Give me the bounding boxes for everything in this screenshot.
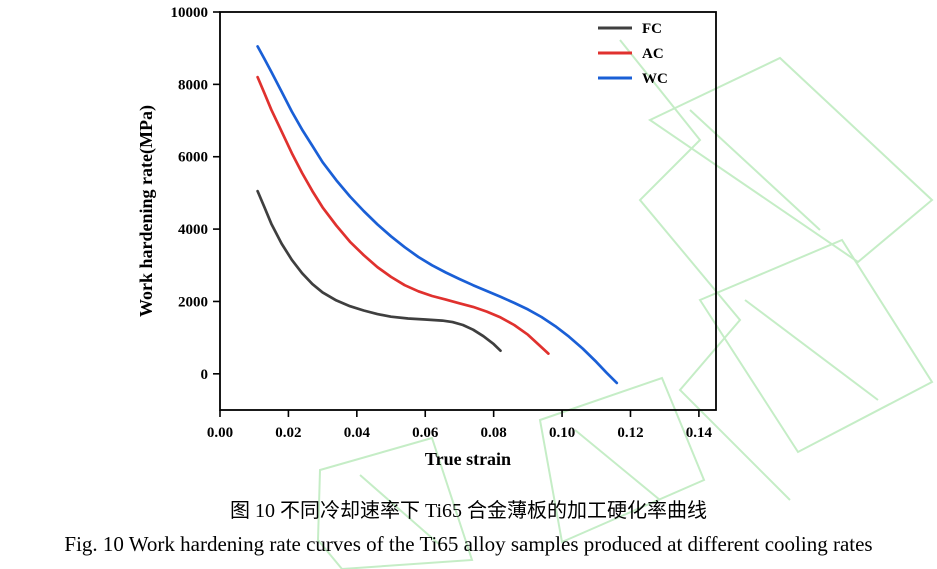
x-tick-label: 0.04 xyxy=(344,425,371,441)
y-axis-title: Work hardening rate(MPa) xyxy=(136,105,157,317)
legend-label-AC: AC xyxy=(642,46,664,62)
x-tick-label: 0.00 xyxy=(207,425,233,441)
y-tick-label: 0 xyxy=(201,367,209,383)
y-tick-label: 10000 xyxy=(171,5,209,21)
series-line-AC xyxy=(256,75,550,355)
caption-chinese: 图 10 不同冷却速率下 Ti65 合金薄板的加工硬化率曲线 xyxy=(229,500,708,522)
x-tick-label: 0.10 xyxy=(549,425,575,441)
x-tick-label: 0.06 xyxy=(412,425,439,441)
work-hardening-rate-chart: 0.00 0.02 0.04 0.06 0.08 0.10 0.12 0.14 0 2000 400… xyxy=(136,5,717,469)
x-tick-label: 0.12 xyxy=(617,425,643,441)
x-tick-label: 0.02 xyxy=(275,425,301,441)
y-tick-label: 2000 xyxy=(178,294,208,310)
series-line-WC xyxy=(256,45,619,385)
x-tick-label: 0.14 xyxy=(686,425,713,441)
legend-label-FC: FC xyxy=(642,21,662,37)
y-tick-label: 8000 xyxy=(178,77,208,93)
caption-english: Fig. 10 Work hardening rate curves of th… xyxy=(64,532,873,556)
series-line-FC xyxy=(256,189,502,353)
plot-frame xyxy=(219,11,717,411)
x-tick-label: 0.08 xyxy=(481,425,507,441)
x-axis-title: True strain xyxy=(425,449,511,469)
y-tick-label: 6000 xyxy=(178,150,208,166)
legend-label-WC: WC xyxy=(642,71,668,87)
y-tick-label: 4000 xyxy=(178,222,208,238)
